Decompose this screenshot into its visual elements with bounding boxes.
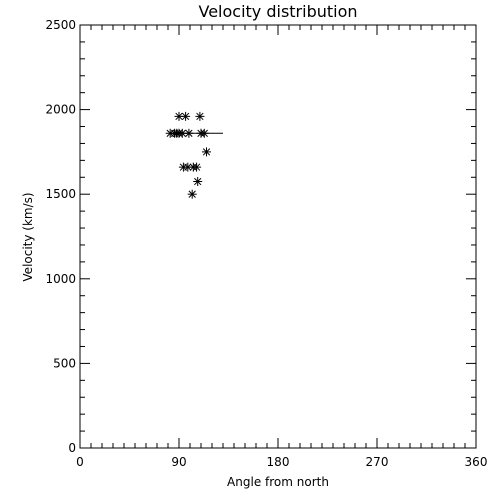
y-tick-label: 1500 xyxy=(45,187,76,201)
x-tick-label: 360 xyxy=(465,455,488,469)
plot-frame xyxy=(79,24,477,449)
x-tick-label: 90 xyxy=(171,455,186,469)
data-point xyxy=(195,111,205,121)
y-tick-label: 0 xyxy=(68,441,76,455)
data-point xyxy=(184,128,194,138)
y-tick-label: 500 xyxy=(53,356,76,370)
data-point xyxy=(181,111,191,121)
axis-ticks xyxy=(79,24,477,449)
x-axis-label: Angle from north xyxy=(227,475,329,489)
chart-title: Velocity distribution xyxy=(198,2,357,21)
x-tick-labels: 0 90 180 270 360 xyxy=(76,455,487,469)
data-point xyxy=(192,162,202,172)
data-point xyxy=(187,189,197,199)
data-point xyxy=(193,177,203,187)
y-tick-label: 2000 xyxy=(45,103,76,117)
x-tick-label: 0 xyxy=(76,455,84,469)
data-points xyxy=(165,111,223,199)
y-tick-labels: 0 500 1000 1500 2000 2500 xyxy=(45,18,76,455)
x-tick-label: 180 xyxy=(267,455,290,469)
x-tick-label: 270 xyxy=(366,455,389,469)
y-tick-label: 2500 xyxy=(45,18,76,32)
y-axis-label: Velocity (km/s) xyxy=(21,192,35,281)
data-point xyxy=(199,128,209,138)
data-point xyxy=(174,111,184,121)
data-point xyxy=(202,147,211,157)
y-tick-label: 1000 xyxy=(45,272,76,286)
